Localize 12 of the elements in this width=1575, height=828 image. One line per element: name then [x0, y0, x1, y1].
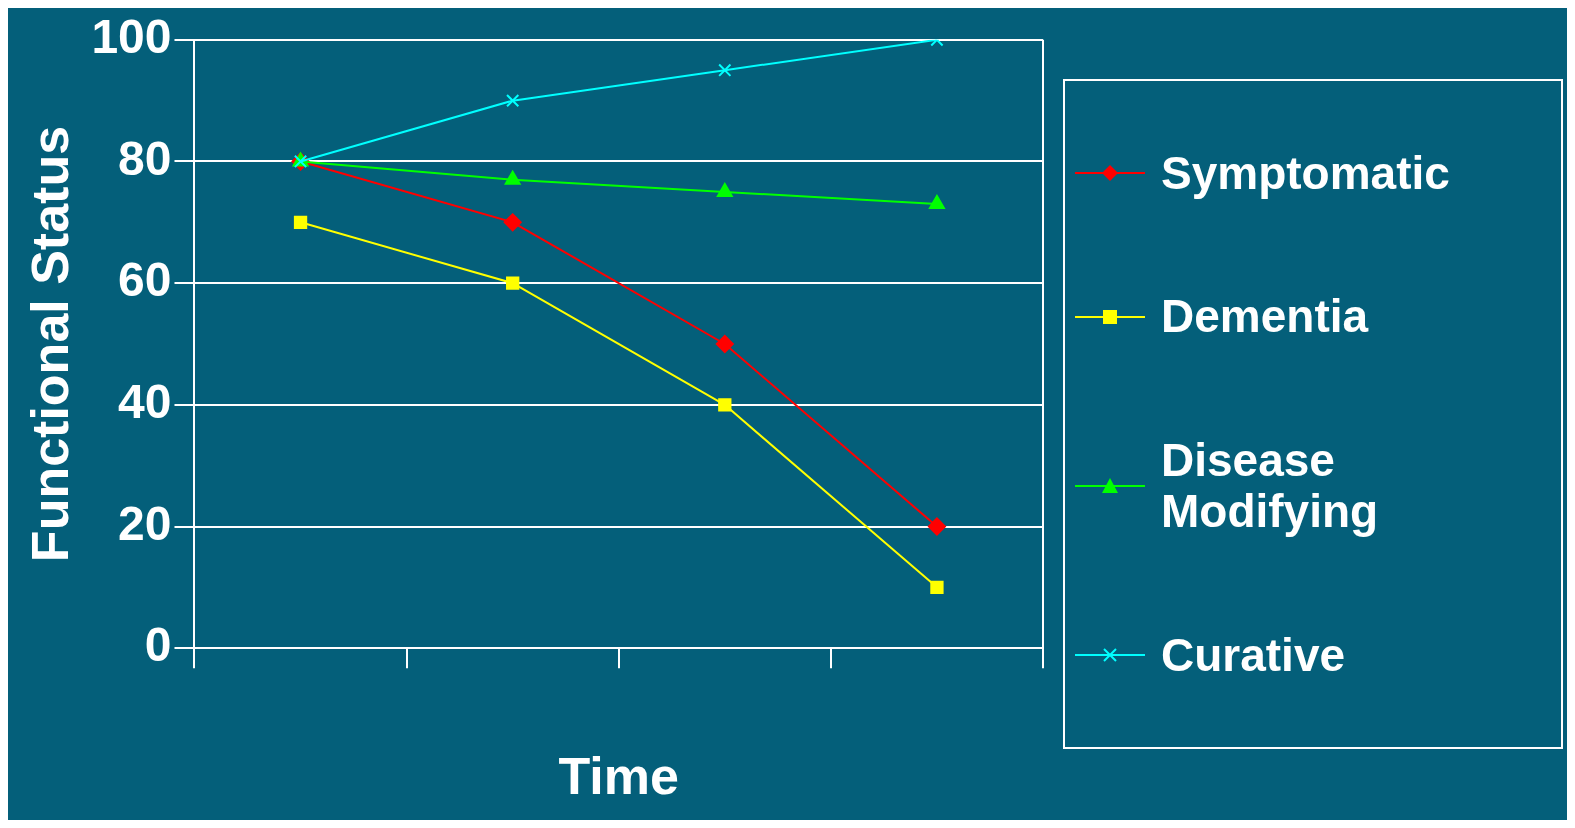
y-tick-label: 40	[118, 375, 172, 429]
y-axis-title: Functional Status	[20, 125, 79, 563]
legend-label: Symptomatic	[1161, 146, 1450, 199]
legend-label: Disease Modifying	[1161, 434, 1380, 537]
x-axis-title: Time	[558, 747, 679, 806]
y-tick-label: 80	[118, 131, 172, 185]
y-tick-label: 20	[118, 496, 172, 550]
y-tick-label: 100	[91, 10, 172, 64]
legend-label: Dementia	[1161, 290, 1369, 343]
y-tick-label: 60	[118, 253, 172, 307]
legend-label: Curative	[1161, 628, 1346, 681]
y-tick-label: 0	[144, 618, 172, 672]
